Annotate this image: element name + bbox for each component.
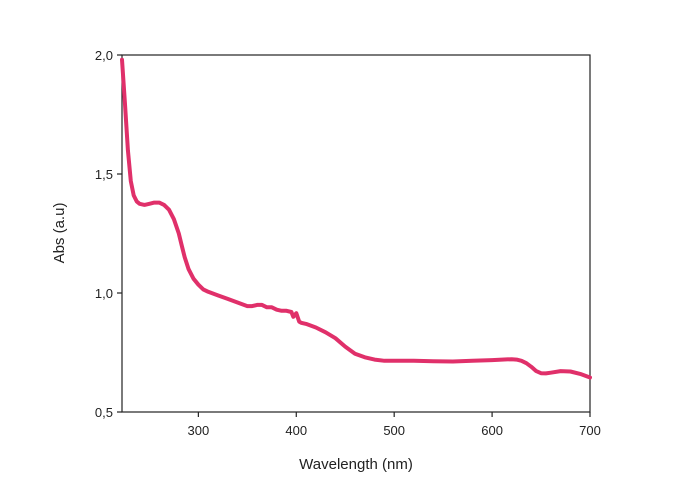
y-axis-ticks: 0,5 1,0 1,5 2,0 (95, 48, 122, 420)
y-axis-title: Abs (a.u) (51, 203, 68, 264)
x-tick-label: 400 (285, 423, 307, 438)
plot-frame (121, 54, 591, 413)
y-tick-label: 1,0 (95, 286, 113, 301)
y-tick-label: 0,5 (95, 405, 113, 420)
y-tick-label: 2,0 (95, 48, 113, 63)
x-axis-ticks: 300 400 500 600 700 (188, 412, 601, 438)
x-tick-label: 700 (579, 423, 601, 438)
x-tick-label: 300 (188, 423, 210, 438)
x-axis-title: Wavelength (nm) (299, 456, 413, 473)
absorbance-line (120, 57, 592, 380)
x-tick-label: 600 (481, 423, 503, 438)
x-tick-label: 500 (383, 423, 405, 438)
y-tick-label: 1,5 (95, 167, 113, 182)
